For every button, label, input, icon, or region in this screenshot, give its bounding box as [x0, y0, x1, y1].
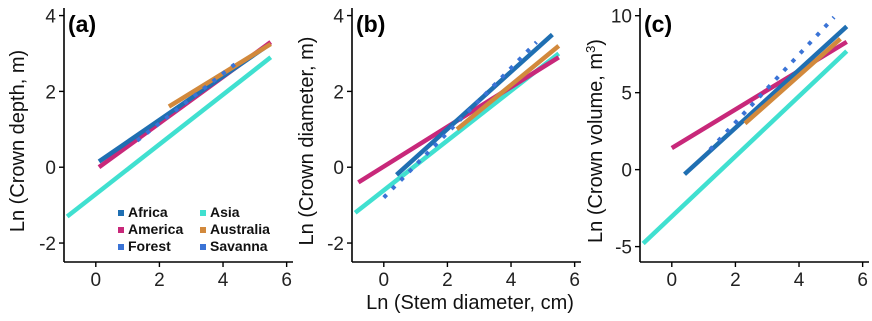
- legend-swatch-forest: [118, 244, 124, 250]
- y-tick-label: 2: [333, 82, 344, 103]
- legend-label-savanna: Savanna: [210, 238, 268, 254]
- y-tick-label: 0: [45, 158, 56, 179]
- legend-swatch-australia: [200, 227, 206, 233]
- x-tick-label: 2: [442, 270, 453, 291]
- y-tick-label: -2: [39, 234, 56, 255]
- legend-label-asia: Asia: [210, 204, 240, 220]
- panel-b: -2 0 2 4 0 2 4 6 Ln (Crown diameter, m) (b): [296, 7, 581, 291]
- y-tick-label: 5: [621, 84, 632, 105]
- series-line-australia: [167, 42, 272, 109]
- x-tick-label: 6: [569, 270, 580, 291]
- panel-a: -2 0 2 4 0 2 4 6 Ln (Crown depth, m) (a): [7, 7, 293, 291]
- x-tick-label: 6: [857, 270, 868, 291]
- y-axis-label: Ln (Crown depth, m): [7, 50, 29, 232]
- legend: Africa Asia America Australia Forest Savanna: [118, 204, 270, 254]
- legend-label-forest: Forest: [128, 238, 171, 254]
- y-tick-label: -2: [327, 234, 344, 255]
- x-tick-label: 2: [154, 270, 165, 291]
- x-tick-label: 0: [667, 270, 678, 291]
- x-tick-label: 2: [730, 270, 741, 291]
- y-tick-label: 0: [333, 158, 344, 179]
- series-line-asia: [65, 55, 273, 219]
- series-line-africa: [395, 32, 554, 177]
- series-line-africa: [683, 24, 849, 176]
- x-tick-label: 0: [379, 270, 390, 291]
- series-line-savanna: [382, 40, 538, 199]
- legend-label-america: America: [128, 221, 183, 237]
- y-tick-label: 2: [45, 82, 56, 103]
- y-axis-label: Ln (Crown volume, m3): [583, 39, 608, 243]
- x-axis-label: Ln (Stem diameter, cm): [366, 292, 574, 314]
- panel-label: (a): [68, 11, 96, 37]
- y-tick-label: 0: [621, 161, 632, 182]
- series-line-asia: [641, 49, 849, 246]
- y-tick-label: 4: [333, 7, 344, 28]
- legend-swatch-savanna: [200, 244, 206, 250]
- legend-label-australia: Australia: [210, 221, 270, 237]
- series-line-australia: [455, 44, 561, 132]
- x-tick-label: 4: [794, 270, 805, 291]
- panel-label: (c): [644, 11, 672, 37]
- y-tick-label: -5: [615, 238, 632, 259]
- legend-swatch-america: [118, 227, 124, 233]
- panel-label: (b): [356, 11, 385, 37]
- y-tick-label: 10: [611, 7, 632, 28]
- legend-label-africa: Africa: [128, 204, 168, 220]
- series-line-australia: [743, 37, 842, 126]
- y-axis-label: Ln (Crown diameter, m): [296, 37, 318, 246]
- x-tick-label: 0: [91, 270, 102, 291]
- y-tick-label: 4: [45, 7, 56, 28]
- x-tick-label: 6: [281, 270, 292, 291]
- legend-swatch-africa: [118, 210, 124, 216]
- panel-c: -5 0 5 10 0 2 4 6 Ln (Crown volume, m3) (c): [583, 7, 869, 291]
- x-tick-label: 4: [218, 270, 229, 291]
- x-tick-label: 4: [506, 270, 517, 291]
- legend-swatch-asia: [200, 210, 206, 216]
